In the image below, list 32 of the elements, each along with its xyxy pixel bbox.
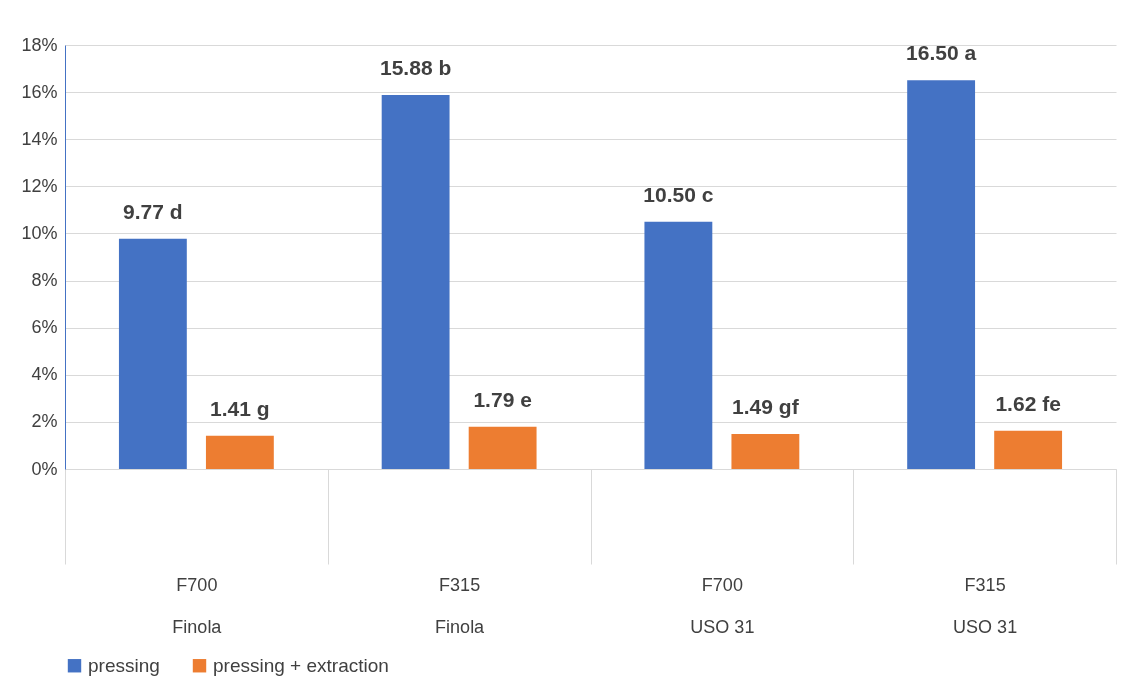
data-label: 16.50 a — [906, 41, 977, 65]
y-tick-label: 4% — [31, 364, 58, 385]
data-label: 9.77 d — [123, 199, 183, 223]
category-label: F315 USO 31 — [953, 574, 1018, 637]
legend-label: pressing + extraction — [213, 654, 389, 676]
data-label: 1.49 gf — [732, 394, 800, 418]
data-label: 15.88 b — [380, 55, 452, 79]
y-tick-label: 6% — [31, 317, 58, 338]
y-tick-label: 12% — [21, 175, 58, 196]
category-label: F315 Finola — [435, 574, 485, 637]
category-label: F700 USO 31 — [690, 574, 755, 637]
data-label: 1.79 e — [473, 387, 532, 411]
data-label: 1.41 g — [210, 396, 270, 420]
bar — [644, 221, 713, 469]
bar — [994, 430, 1063, 469]
bar — [468, 426, 537, 469]
data-label: 1.62 fe — [995, 391, 1061, 415]
y-tick-label: 10% — [21, 222, 58, 243]
y-tick-label: 14% — [21, 128, 58, 149]
y-tick-label: 2% — [31, 411, 58, 432]
y-tick-label: 8% — [31, 270, 58, 291]
bar — [118, 238, 187, 469]
data-label: 10.50 c — [643, 182, 714, 206]
legend-label: pressing — [88, 654, 160, 676]
y-tick-label: 18% — [21, 34, 58, 55]
category-label: F700 Finola — [172, 574, 222, 637]
bar — [205, 435, 274, 469]
bar — [907, 80, 976, 469]
bar — [381, 94, 450, 469]
bar — [731, 433, 800, 469]
y-tick-label: 16% — [21, 81, 58, 102]
y-tick-label: 0% — [31, 458, 58, 479]
